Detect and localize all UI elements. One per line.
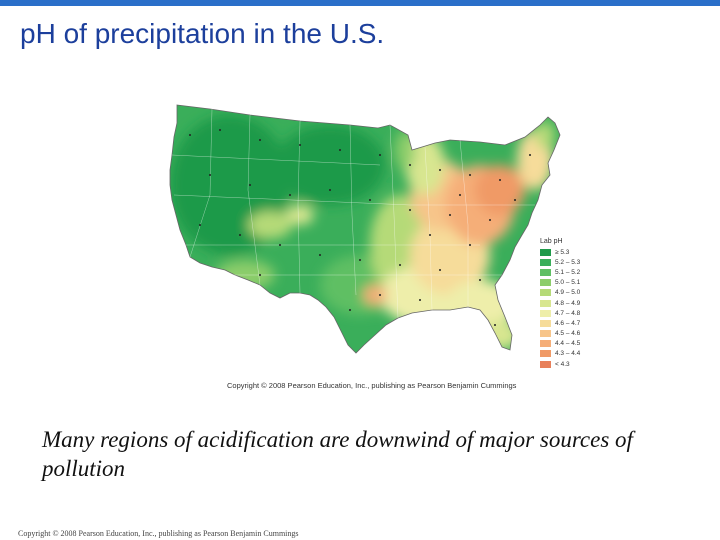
legend-item: 4.3 – 4.4 — [540, 349, 600, 359]
slide-caption: Many regions of acidification are downwi… — [42, 427, 633, 481]
legend-item: 4.5 – 4.6 — [540, 329, 600, 339]
legend-label: 4.5 – 4.6 — [555, 330, 581, 338]
legend-item: ≥ 5.3 — [540, 247, 600, 257]
legend-label: 4.3 – 4.4 — [555, 350, 581, 358]
legend-label: ≥ 5.3 — [555, 248, 570, 256]
us-map-graphic — [169, 104, 561, 354]
legend-label: 4.6 – 4.7 — [555, 319, 581, 327]
legend-item: 4.9 – 5.0 — [540, 288, 600, 298]
legend-item: 4.6 – 4.7 — [540, 318, 600, 328]
legend-item: < 4.3 — [540, 359, 600, 369]
legend-item: 4.8 – 4.9 — [540, 298, 600, 308]
map-copyright: Copyright © 2008 Pearson Education, Inc.… — [227, 381, 517, 390]
header-accent-line — [0, 0, 720, 6]
legend-swatch — [540, 319, 551, 327]
legend-swatch — [540, 268, 551, 276]
legend-item: 4.7 – 4.8 — [540, 308, 600, 318]
ph-legend: Lab pH ≥ 5.3 5.2 – 5.3 5.1 – 5.2 5.0 – 5.1 4… — [540, 238, 600, 369]
legend-item: 5.0 – 5.1 — [540, 278, 600, 288]
legend-swatch — [540, 248, 551, 256]
legend-swatch — [540, 350, 551, 358]
legend-rows: ≥ 5.3 5.2 – 5.3 5.1 – 5.2 5.0 – 5.1 4.9 – 5.… — [540, 247, 600, 369]
us-outline — [169, 104, 561, 354]
legend-label: < 4.3 — [555, 360, 570, 368]
legend-swatch — [540, 299, 551, 307]
legend-item: 5.1 – 5.2 — [540, 267, 600, 277]
slide-copyright: Copyright © 2008 Pearson Education, Inc.… — [18, 529, 299, 538]
legend-label: 5.0 – 5.1 — [555, 279, 581, 287]
legend-swatch — [540, 330, 551, 338]
legend-swatch — [540, 279, 551, 287]
legend-swatch — [540, 289, 551, 297]
legend-label: 4.7 – 4.8 — [555, 309, 581, 317]
monitoring-sites — [189, 129, 531, 326]
legend-swatch — [540, 340, 551, 348]
slide-title: pH of precipitation in the U.S. — [20, 18, 385, 49]
legend-label: 4.4 – 4.5 — [555, 340, 581, 348]
legend-item: 5.2 – 5.3 — [540, 257, 600, 267]
legend-item: 4.4 – 4.5 — [540, 339, 600, 349]
legend-label: 5.1 – 5.2 — [555, 268, 581, 276]
legend-label: 4.8 – 4.9 — [555, 299, 581, 307]
legend-swatch — [540, 258, 551, 266]
legend-title: Lab pH — [540, 238, 563, 245]
legend-label: 4.9 – 5.0 — [555, 289, 581, 297]
legend-swatch — [540, 309, 551, 317]
precipitation-ph-map — [150, 95, 580, 395]
legend-swatch — [540, 360, 551, 368]
legend-label: 5.2 – 5.3 — [555, 258, 581, 266]
